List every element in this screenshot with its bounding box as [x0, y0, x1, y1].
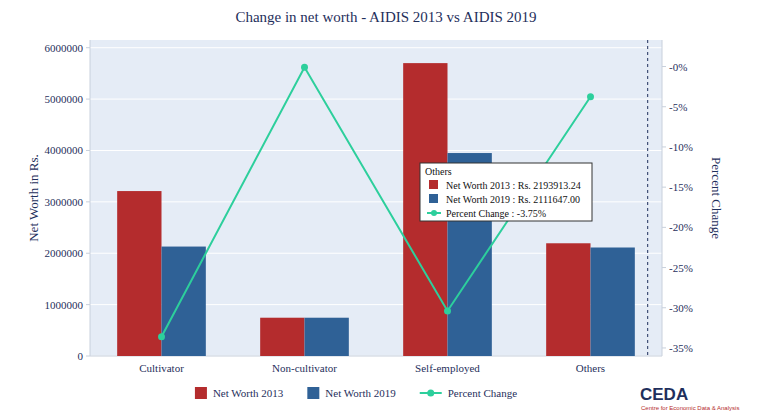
y-tick [86, 253, 90, 254]
tooltip-swatch [429, 194, 438, 203]
bar [305, 318, 349, 356]
grid-line [90, 47, 662, 48]
marker [301, 64, 308, 71]
y-tick [86, 47, 90, 48]
y2-tick-label: -0% [669, 61, 687, 73]
y-tick-label: 0 [78, 350, 84, 362]
y2-tick [662, 227, 666, 228]
tooltip-item: Net Worth 2019 : Rs. 2111647.00 [446, 194, 580, 205]
y2-tick-label: -5% [669, 101, 687, 113]
x-tick-label: Self-employed [415, 362, 480, 374]
y-tick [86, 356, 90, 357]
y2-tick [662, 267, 666, 268]
y2-axis-line [662, 40, 663, 356]
tooltip: Others Net Worth 2013 : Rs. 2193913.24 Net… [420, 163, 592, 221]
plot-data [117, 63, 635, 356]
legend-swatch [307, 387, 319, 399]
y-axis-line [90, 40, 91, 356]
y-tick [86, 150, 90, 151]
y2-tick-label: -30% [669, 302, 693, 314]
line [162, 67, 591, 336]
y-tick [86, 304, 90, 305]
title: Change in net worth - AIDIS 2013 vs AIDI… [235, 9, 536, 25]
legend: Net Worth 2013 Net Worth 2019 Percent Chan… [195, 387, 517, 399]
grid-line [90, 99, 662, 100]
y-tick-label: 2000000 [45, 247, 84, 259]
tooltip-item: Percent Change : -3.75% [446, 208, 546, 219]
y2-tick [662, 187, 666, 188]
legend-swatch-marker [427, 390, 434, 397]
y-tick-label: 1000000 [45, 299, 84, 311]
bar [591, 247, 635, 356]
y2-tick-label: -20% [669, 221, 693, 233]
tooltip-item: Net Worth 2013 : Rs. 2193913.24 [446, 180, 581, 191]
y-tick [86, 201, 90, 202]
marker [158, 333, 165, 340]
y2-tick-label: -15% [669, 181, 693, 193]
y-tick-label: 5000000 [45, 93, 84, 105]
y2-tick-label: -35% [669, 342, 693, 354]
grid-line [90, 150, 662, 151]
y-axis-title: Net Worth in Rs. [26, 154, 41, 242]
marker [444, 307, 451, 314]
y2-tick-label: -10% [669, 141, 693, 153]
y-tick-label: 6000000 [45, 42, 84, 54]
y-tick-label: 4000000 [45, 144, 84, 156]
tooltip-swatch [429, 180, 438, 189]
legend-label: Percent Change [448, 387, 517, 399]
tooltip-swatch [431, 210, 437, 216]
bar [117, 191, 161, 356]
y-tick [86, 99, 90, 100]
tooltip-title: Others [425, 166, 452, 177]
logo-caption: Centre for Economic Data & Analysis [641, 405, 739, 411]
y2-tick [662, 106, 666, 107]
bar [162, 247, 206, 356]
y2-tick-label: -25% [669, 262, 693, 274]
y2-axis-title: Percent Change [709, 157, 724, 239]
y2-tick [662, 307, 666, 308]
x-tick-label: Cultivator [139, 362, 184, 374]
y-tick-label: 3000000 [45, 196, 84, 208]
logo-text: CEDA [640, 385, 688, 404]
bar [260, 318, 304, 356]
plot-background [90, 40, 662, 356]
legend-label: Net Worth 2013 [213, 387, 284, 399]
y2-tick [662, 66, 666, 67]
chart: 0 1000000 2000000 3000000 4000000 5000000 6000… [0, 0, 772, 418]
y2-tick [662, 146, 666, 147]
tooltip-box [420, 163, 592, 221]
y2-tick [662, 347, 666, 348]
marker [587, 93, 594, 100]
spike-line [647, 40, 648, 356]
legend-label: Net Worth 2019 [325, 387, 396, 399]
x-tick-label: Others [576, 362, 605, 374]
x-tick-label: Non-cultivator [272, 362, 337, 374]
bar [546, 243, 590, 356]
legend-swatch [420, 390, 442, 397]
legend-swatch [195, 387, 207, 399]
